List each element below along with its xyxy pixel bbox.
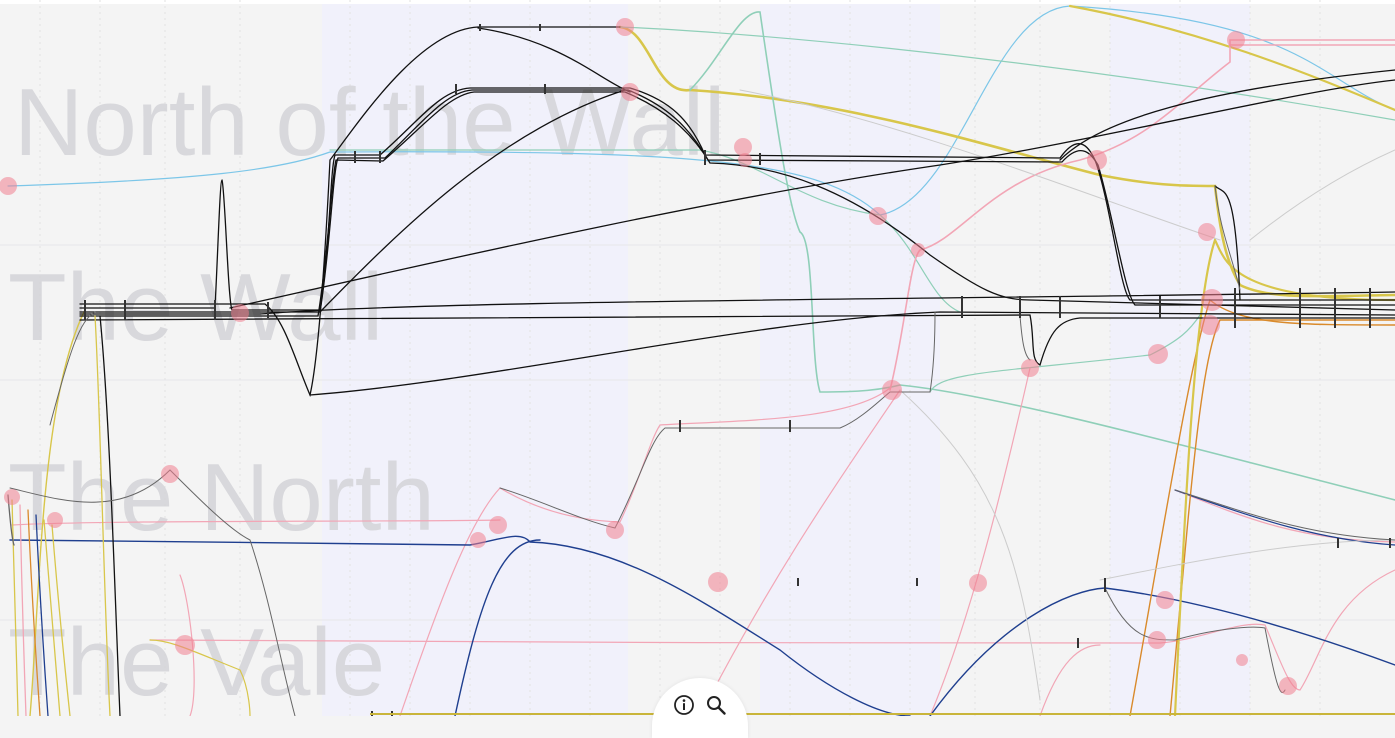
event-marker[interactable] <box>231 304 249 322</box>
search-icon <box>707 696 726 715</box>
search-button[interactable] <box>703 692 729 718</box>
event-marker[interactable] <box>1279 677 1297 695</box>
region-label-north-of-the-wall: North of the Wall <box>14 69 725 176</box>
event-marker[interactable] <box>1236 654 1248 666</box>
region-separators <box>0 244 1395 621</box>
event-marker[interactable] <box>734 138 752 156</box>
event-markers[interactable] <box>0 18 1297 695</box>
storyline-left-verticals[interactable] <box>7 315 111 716</box>
storyline-orange-2[interactable] <box>1169 319 1395 716</box>
storyline-bundle-grey[interactable] <box>9 185 1395 716</box>
event-marker[interactable] <box>1021 359 1039 377</box>
info-icon <box>674 695 694 715</box>
storyline-navy-4[interactable] <box>1174 489 1395 546</box>
storyline-pink-5[interactable] <box>699 389 901 716</box>
event-marker[interactable] <box>1227 31 1245 49</box>
event-marker[interactable] <box>621 83 639 101</box>
character-storylines[interactable] <box>7 4 1395 716</box>
event-marker[interactable] <box>1198 223 1216 241</box>
event-marker[interactable] <box>175 635 195 655</box>
event-marker[interactable] <box>0 177 17 195</box>
storyline-pink-6[interactable] <box>929 367 1031 716</box>
event-marker[interactable] <box>1200 315 1220 335</box>
event-marker[interactable] <box>489 516 507 534</box>
storyline-grey-faint-2[interactable] <box>899 389 1041 701</box>
event-marker[interactable] <box>1148 631 1166 649</box>
event-marker[interactable] <box>882 380 902 400</box>
event-marker[interactable] <box>470 532 486 548</box>
region-label-the-north: The North <box>8 444 435 551</box>
info-button[interactable] <box>671 692 697 718</box>
storyline-teal-4[interactable] <box>929 314 1201 393</box>
event-marker[interactable] <box>738 153 752 167</box>
event-marker[interactable] <box>911 243 925 257</box>
storyline-yellow-top[interactable] <box>1068 4 1395 112</box>
storyline-pink-9[interactable] <box>1039 644 1101 716</box>
event-marker[interactable] <box>708 572 728 592</box>
event-marker[interactable] <box>969 574 987 592</box>
event-marker[interactable] <box>1087 150 1107 170</box>
event-marker[interactable] <box>1148 344 1168 364</box>
event-marker[interactable] <box>161 465 179 483</box>
storyline-teal-2[interactable] <box>689 11 1395 501</box>
event-marker[interactable] <box>616 18 634 36</box>
scene-ticks <box>84 24 1391 716</box>
region-label-the-vale: The Vale <box>8 609 385 716</box>
event-marker[interactable] <box>1156 591 1174 609</box>
storyline-yellow-left[interactable] <box>29 309 86 716</box>
storyline-pink-4[interactable] <box>399 387 891 716</box>
storyline-grey-faint-3[interactable] <box>1099 539 1395 581</box>
storyline-sky[interactable] <box>7 5 1395 216</box>
storyline-canvas[interactable]: North of the Wall The Wall The North The… <box>0 0 1395 716</box>
event-marker[interactable] <box>869 207 887 225</box>
event-marker[interactable] <box>1201 289 1223 311</box>
event-marker[interactable] <box>47 512 63 528</box>
storyline-yellow-vert[interactable] <box>1173 237 1395 716</box>
event-marker[interactable] <box>4 489 20 505</box>
storyline-navy-2[interactable] <box>454 539 541 716</box>
storyline-grey-faint-4[interactable] <box>1249 149 1395 241</box>
event-marker[interactable] <box>606 521 624 539</box>
storyline-yellow-left-2[interactable] <box>149 639 251 716</box>
